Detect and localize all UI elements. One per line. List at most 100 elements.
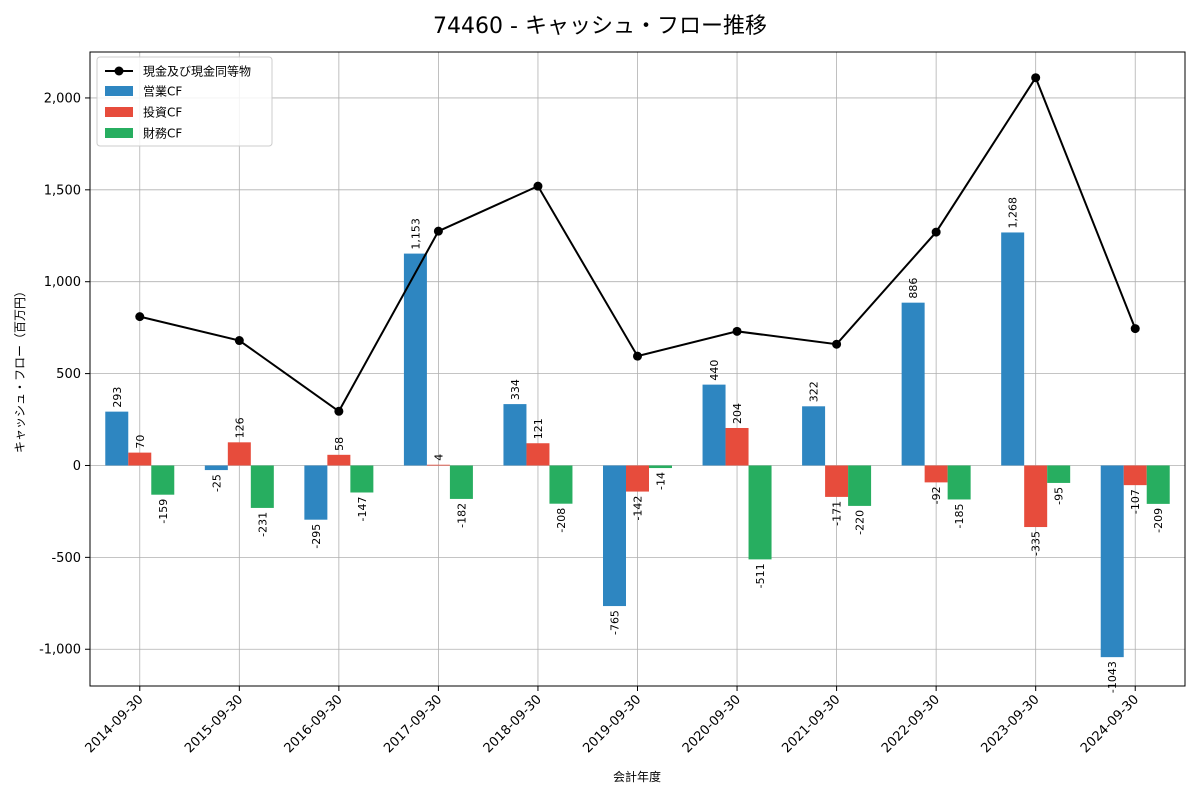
bar-value-label: -25 [210,474,223,492]
cash-point-2018-09-30 [533,181,543,191]
bar-value-label: 293 [111,387,124,408]
bar-value-label: -220 [854,510,867,535]
bar-財務CF-2023-09-30 [1047,465,1071,483]
bar-value-label: -171 [831,501,844,526]
legend-label: 営業CF [143,85,182,99]
bar-投資CF-2015-09-30 [227,442,251,466]
bar-value-label: -107 [1129,489,1142,514]
chart-title: 74460 - キャッシュ・フロー推移 [433,14,767,39]
cash-point-2019-09-30 [633,351,642,361]
y-tick-label: 2,000 [44,91,81,106]
bar-value-label: 1,153 [409,218,422,250]
legend-box [96,56,273,147]
bar-財務CF-2021-09-30 [848,465,872,506]
bar-財務CF-2016-09-30 [350,465,374,493]
bar-value-label: 322 [808,381,821,402]
legend-swatch [105,86,133,96]
bar-投資CF-2016-09-30 [327,454,351,466]
legend-point-marker [114,66,124,76]
bar-営業CF-2018-09-30 [503,404,527,466]
bar-value-label: 334 [509,379,522,400]
bar-財務CF-2020-09-30 [748,465,772,560]
bar-value-label: 58 [333,437,346,451]
bar-営業CF-2016-09-30 [304,465,328,520]
bar-value-label: 1,268 [1007,197,1020,229]
legend-label: 財務CF [143,126,182,141]
y-tick-label: 1,500 [44,183,81,198]
cash-point-2016-09-30 [334,406,344,416]
bar-営業CF-2021-09-30 [802,406,826,466]
x-axis-label: 会計年度 [613,769,661,784]
bar-value-label: -209 [1152,508,1165,533]
cash-point-2024-09-30 [1130,324,1140,334]
bar-value-label: 126 [233,417,246,438]
bar-value-label: -159 [157,499,170,524]
cash-point-2023-09-30 [1031,73,1041,83]
legend-label: 現金及び現金同等物 [143,64,251,79]
bar-営業CF-2022-09-30 [901,302,925,466]
bar-value-label: 440 [708,360,721,381]
bar-財務CF-2019-09-30 [649,465,672,469]
bar-営業CF-2014-09-30 [105,411,129,466]
bar-投資CF-2017-09-30 [426,464,450,466]
cash-point-2021-09-30 [832,339,842,349]
bar-value-label: -185 [953,503,966,528]
bar-投資CF-2018-09-30 [526,443,550,466]
bar-投資CF-2022-09-30 [924,465,948,483]
bar-財務CF-2022-09-30 [947,465,971,500]
cash-point-2015-09-30 [234,336,244,346]
labels-layer: 293 -25 -295 1,153 334 -765 440 322 886 1,268 -104… [111,197,1165,693]
bar-財務CF-2024-09-30 [1146,465,1170,504]
cash-point-2020-09-30 [732,326,742,336]
bar-value-label: -92 [930,486,943,504]
bar-投資CF-2020-09-30 [725,427,749,466]
bar-投資CF-2023-09-30 [1024,465,1048,528]
bar-value-label: -14 [655,472,668,490]
bar-value-label: -95 [1053,487,1066,505]
cash-point-2017-09-30 [433,226,443,236]
bar-営業CF-2024-09-30 [1100,465,1124,658]
bar-営業CF-2017-09-30 [403,253,427,466]
legend-label: 投資CF [143,105,182,120]
y-axis-label: キャッシュ・フロー（百万円） [13,285,27,453]
y-tick-label: -1,000 [39,643,81,658]
bar-営業CF-2015-09-30 [204,465,228,471]
bar-value-label: -208 [555,508,568,533]
bar-財務CF-2017-09-30 [449,465,473,499]
bar-投資CF-2019-09-30 [626,465,649,492]
line-layer [135,73,1140,416]
bar-value-label: -231 [256,512,269,537]
bar-財務CF-2018-09-30 [549,465,573,504]
bar-財務CF-2014-09-30 [151,465,175,495]
bar-value-label: 70 [134,435,147,449]
y-tick-label: -500 [51,551,81,566]
bar-営業CF-2019-09-30 [603,465,626,607]
bar-value-label: 886 [907,278,920,299]
bar-value-label: -142 [632,496,645,521]
bar-value-label: 4 [432,454,445,461]
bar-value-label: -335 [1030,531,1043,556]
cash-point-2014-09-30 [135,312,145,322]
bar-value-label: -182 [455,503,468,528]
bar-value-label: 204 [731,403,744,424]
y-tick-label: 1,000 [44,275,81,290]
bar-投資CF-2024-09-30 [1123,465,1147,486]
legend-swatch [105,107,133,117]
bar-value-label: -765 [609,610,622,635]
bar-value-label: -295 [310,524,323,549]
bar-営業CF-2023-09-30 [1001,232,1025,466]
y-tick-label: 0 [73,459,81,474]
bar-投資CF-2021-09-30 [825,465,849,497]
y-tick-label: 500 [56,367,81,382]
bar-value-label: 121 [532,418,545,439]
bar-value-label: -147 [356,496,369,521]
bar-財務CF-2015-09-30 [250,465,274,508]
bars-layer [105,232,1170,658]
bar-value-label: -1043 [1106,661,1119,693]
bar-投資CF-2014-09-30 [128,452,152,466]
legend-swatch [105,128,133,138]
bar-営業CF-2020-09-30 [702,384,726,466]
cash-point-2022-09-30 [931,227,941,237]
